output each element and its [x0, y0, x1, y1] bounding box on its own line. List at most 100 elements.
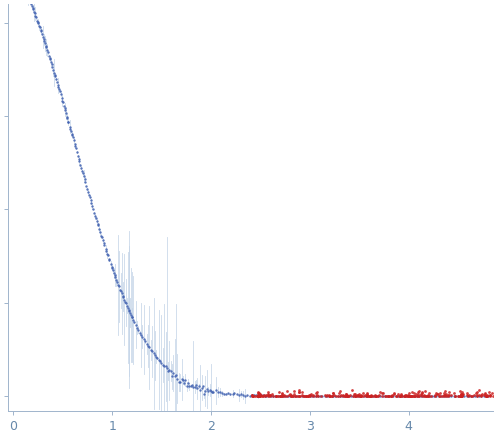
- Point: [196, 387, 204, 394]
- Point: [254, 392, 262, 399]
- Point: [181, 377, 189, 384]
- Point: [96, 229, 104, 236]
- Point: [377, 392, 385, 399]
- Point: [317, 392, 325, 399]
- Point: [408, 392, 416, 399]
- Point: [112, 277, 120, 284]
- Point: [308, 392, 316, 399]
- Point: [255, 392, 263, 399]
- Point: [49, 63, 57, 70]
- Point: [116, 286, 124, 293]
- Point: [135, 326, 143, 333]
- Point: [264, 391, 272, 398]
- Point: [331, 392, 339, 399]
- Point: [60, 102, 68, 109]
- Point: [290, 387, 298, 394]
- Point: [483, 392, 491, 399]
- Point: [489, 392, 497, 399]
- Point: [432, 390, 440, 397]
- Point: [394, 392, 402, 399]
- Point: [478, 391, 486, 398]
- Point: [268, 391, 276, 398]
- Point: [435, 392, 443, 399]
- Point: [434, 390, 442, 397]
- Point: [422, 392, 430, 399]
- Point: [262, 391, 270, 398]
- Point: [40, 36, 48, 43]
- Point: [467, 392, 475, 399]
- Point: [370, 392, 378, 399]
- Point: [95, 225, 103, 232]
- Point: [31, 12, 39, 19]
- Point: [147, 346, 155, 353]
- Point: [83, 182, 90, 189]
- Point: [458, 391, 466, 398]
- Point: [385, 392, 393, 399]
- Point: [474, 392, 482, 399]
- Point: [230, 389, 238, 396]
- Point: [417, 392, 425, 399]
- Point: [119, 293, 127, 300]
- Point: [193, 385, 201, 392]
- Point: [413, 392, 420, 399]
- Point: [349, 392, 357, 399]
- Point: [455, 392, 463, 399]
- Point: [37, 28, 45, 35]
- Point: [381, 392, 389, 399]
- Point: [401, 392, 409, 399]
- Point: [477, 392, 485, 399]
- Point: [114, 281, 122, 288]
- Point: [124, 304, 132, 311]
- Point: [432, 392, 440, 399]
- Point: [359, 392, 367, 399]
- Point: [265, 392, 273, 399]
- Point: [456, 388, 464, 395]
- Point: [457, 391, 465, 398]
- Point: [36, 24, 44, 31]
- Point: [167, 368, 175, 375]
- Point: [74, 153, 82, 160]
- Point: [363, 391, 371, 398]
- Point: [119, 292, 127, 299]
- Point: [159, 361, 167, 368]
- Point: [140, 336, 148, 343]
- Point: [287, 392, 295, 399]
- Point: [285, 392, 293, 399]
- Point: [410, 392, 417, 399]
- Point: [363, 391, 371, 398]
- Point: [369, 392, 377, 399]
- Point: [254, 392, 262, 399]
- Point: [415, 392, 423, 399]
- Point: [250, 392, 258, 399]
- Point: [414, 392, 421, 399]
- Point: [128, 313, 136, 320]
- Point: [306, 392, 314, 399]
- Point: [439, 392, 447, 399]
- Point: [254, 392, 262, 399]
- Point: [287, 392, 295, 399]
- Point: [26, 0, 34, 6]
- Point: [290, 392, 298, 399]
- Point: [275, 388, 283, 395]
- Point: [38, 30, 46, 37]
- Point: [88, 202, 96, 209]
- Point: [488, 390, 496, 397]
- Point: [55, 86, 63, 93]
- Point: [355, 392, 363, 399]
- Point: [364, 392, 372, 399]
- Point: [43, 46, 51, 53]
- Point: [77, 161, 84, 168]
- Point: [42, 44, 50, 51]
- Point: [330, 390, 337, 397]
- Point: [340, 392, 348, 399]
- Point: [97, 233, 105, 240]
- Point: [298, 391, 306, 398]
- Point: [79, 170, 87, 177]
- Point: [398, 392, 406, 399]
- Point: [441, 392, 449, 399]
- Point: [475, 392, 483, 399]
- Point: [168, 373, 176, 380]
- Point: [474, 388, 482, 395]
- Point: [459, 391, 467, 398]
- Point: [251, 392, 259, 399]
